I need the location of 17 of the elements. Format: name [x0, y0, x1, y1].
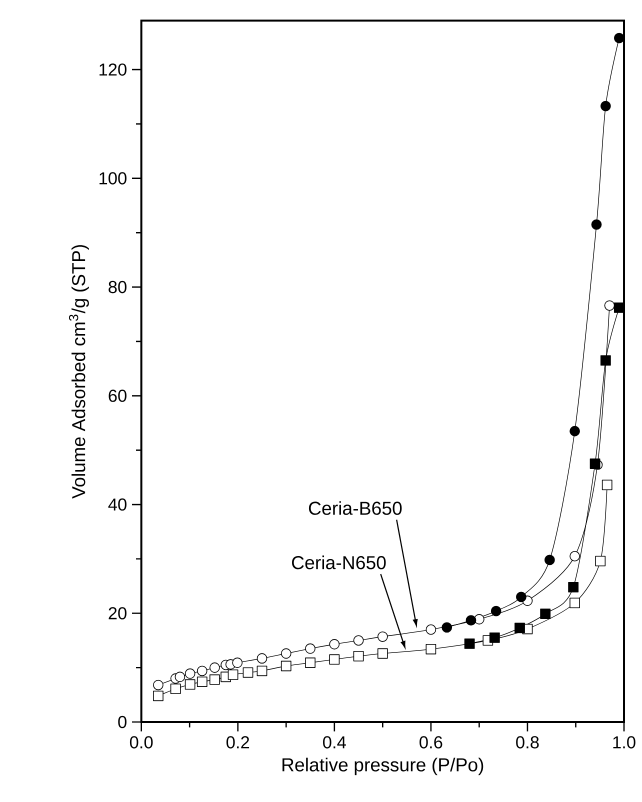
annotation: Ceria-B650: [308, 501, 402, 515]
x-axis-title: Relative pressure (P/Po): [282, 758, 484, 776]
y-tick-label: 60: [108, 390, 126, 402]
y-tick-label: 20: [108, 607, 126, 620]
y-tick-label: 80: [108, 280, 126, 294]
x-tick-label: 0.0: [130, 736, 153, 748]
y-tick-label: 40: [108, 498, 126, 511]
y-tick-label: 0: [118, 716, 126, 728]
x-tick-label: 0.4: [323, 736, 346, 748]
y-axis-title: Volume Adsorbed cm$^{3}$/g (STP): [68, 245, 89, 499]
y-tick-label: 100: [100, 172, 126, 184]
x-tick-label: 1.0: [613, 736, 636, 748]
x-tick-label: 0.6: [420, 736, 442, 748]
y-tick-label: 120: [100, 63, 126, 76]
x-tick-label: 0.8: [516, 736, 539, 748]
x-tick-label: 0.2: [226, 736, 250, 748]
annotation: Ceria-N650: [292, 556, 386, 570]
